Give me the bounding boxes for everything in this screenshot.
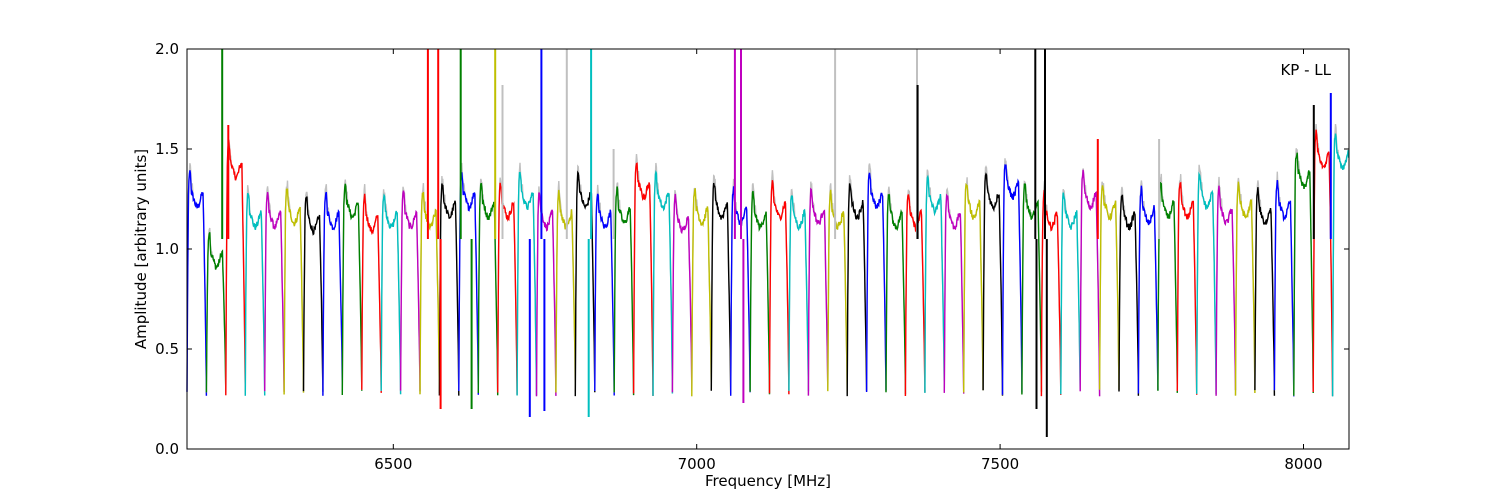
y-tick-label-1: 0.5 xyxy=(155,340,179,358)
channel-series-21 xyxy=(594,193,615,396)
channel-series-51 xyxy=(1176,181,1198,395)
channel-series-34 xyxy=(846,183,868,397)
channel-series-26 xyxy=(691,188,712,397)
channel-series-27 xyxy=(710,182,732,395)
channel-series-29 xyxy=(749,190,771,395)
channel-series-3 xyxy=(244,192,266,396)
spike-layer xyxy=(221,49,1332,437)
channel-series-38 xyxy=(924,174,945,393)
channel-series-39 xyxy=(943,193,965,394)
x-tick-label-2: 7500 xyxy=(981,455,1019,473)
channel-series-0 xyxy=(186,170,208,396)
channel-series-36 xyxy=(885,193,907,395)
x-tick-label-0: 6500 xyxy=(374,455,412,473)
channel-series-16 xyxy=(497,182,518,395)
y-tick-label-2: 1.0 xyxy=(155,240,179,258)
channel-series-9 xyxy=(361,193,382,393)
channel-series-18 xyxy=(535,192,557,397)
channel-series-13 xyxy=(438,183,460,396)
channel-series-30 xyxy=(768,180,790,395)
channel-series-57 xyxy=(1293,152,1314,396)
channel-series-5 xyxy=(283,188,305,395)
y-tick-label-4: 2.0 xyxy=(155,40,179,58)
y-tick-label-0: 0.0 xyxy=(155,440,179,458)
x-tick-label-3: 8000 xyxy=(1284,455,1322,473)
channel-series-54 xyxy=(1234,181,1256,396)
channel-series-45 xyxy=(1060,192,1081,395)
channel-series-55 xyxy=(1254,187,1276,396)
channel-series-19 xyxy=(555,189,576,393)
channel-series-11 xyxy=(399,190,421,392)
channel-series-33 xyxy=(827,189,848,395)
annotation-label: KP - LL xyxy=(1280,61,1331,79)
channel-series-35 xyxy=(865,172,887,393)
tick-layer: 6500 7000 7500 8000 0.0 0.5 1.0 1.5 2.0 xyxy=(155,40,1349,473)
channel-series-50 xyxy=(1157,182,1178,393)
channel-series-31 xyxy=(788,195,810,392)
channel-series-49 xyxy=(1137,185,1159,394)
channel-series-41 xyxy=(982,172,1004,396)
channel-series-43 xyxy=(1021,183,1043,395)
y-tick-label-3: 1.5 xyxy=(155,140,179,158)
channel-series-42 xyxy=(1001,163,1023,395)
channel-series-52 xyxy=(1196,171,1217,395)
x-tick-label-1: 7000 xyxy=(678,455,716,473)
channel-series-1 xyxy=(205,232,227,394)
channel-series-7 xyxy=(322,191,343,396)
channel-series-12 xyxy=(419,191,441,395)
channel-series-23 xyxy=(632,162,654,397)
channel-series-17 xyxy=(516,171,538,396)
channel-series-8 xyxy=(341,183,363,396)
channel-series-56 xyxy=(1273,180,1295,397)
channel-series-24 xyxy=(652,170,674,396)
channel-series-40 xyxy=(963,182,984,393)
channel-series-22 xyxy=(613,186,635,396)
channel-series-58 xyxy=(1312,129,1334,397)
channel-series-59 xyxy=(1331,133,1350,397)
y-axis-label: Amplitude [arbitrary units] xyxy=(132,149,150,349)
channel-series-32 xyxy=(807,187,829,396)
channel-series-4 xyxy=(264,192,285,392)
channel-series-47 xyxy=(1098,185,1120,390)
channel-series-6 xyxy=(302,196,324,392)
channel-series-48 xyxy=(1118,194,1140,396)
channel-series-14 xyxy=(458,172,479,395)
channel-series-10 xyxy=(380,193,402,395)
channel-series-25 xyxy=(671,193,693,393)
channel-series-37 xyxy=(904,194,926,397)
x-axis-label: Frequency [MHz] xyxy=(705,472,831,490)
series-layer xyxy=(186,124,1350,397)
channel-series-46 xyxy=(1079,169,1101,397)
channel-series-53 xyxy=(1215,185,1237,396)
